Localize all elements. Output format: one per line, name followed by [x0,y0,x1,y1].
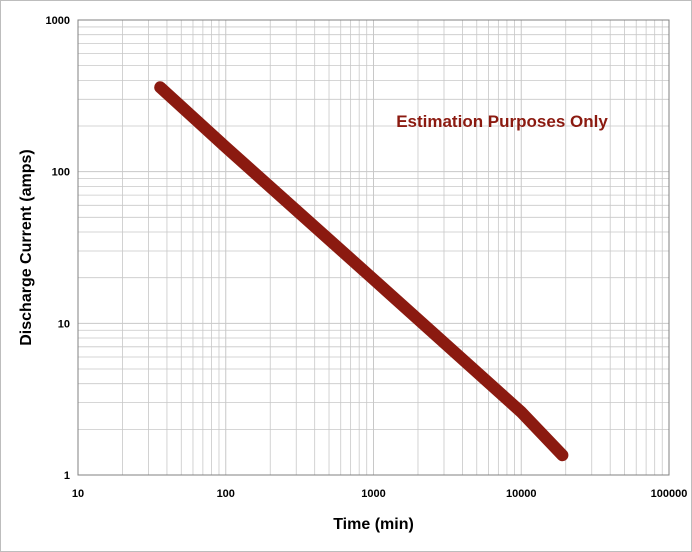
series-line [154,81,569,462]
estimation-annotation: Estimation Purposes Only [396,112,608,131]
y-tick-label: 100 [52,167,70,179]
y-tick-label: 10 [58,318,70,330]
x-axis-title: Time (min) [333,516,414,533]
y-tick-labels: 1 10 100 1000 [46,15,70,482]
plot-area-border [77,19,670,476]
grid [78,20,669,475]
y-axis-title: Discharge Current (amps) [18,149,35,346]
x-tick-label: 10 [72,488,84,500]
y-tick-label: 1 [64,470,70,482]
y-tick-label: 1000 [46,15,70,27]
x-tick-label: 100000 [651,488,688,500]
x-tick-label: 1000 [361,488,385,500]
series-layer [154,81,569,462]
x-tick-labels: 10 100 1000 10000 100000 [72,488,687,500]
x-tick-label: 10000 [506,488,537,500]
x-tick-label: 100 [217,488,235,500]
